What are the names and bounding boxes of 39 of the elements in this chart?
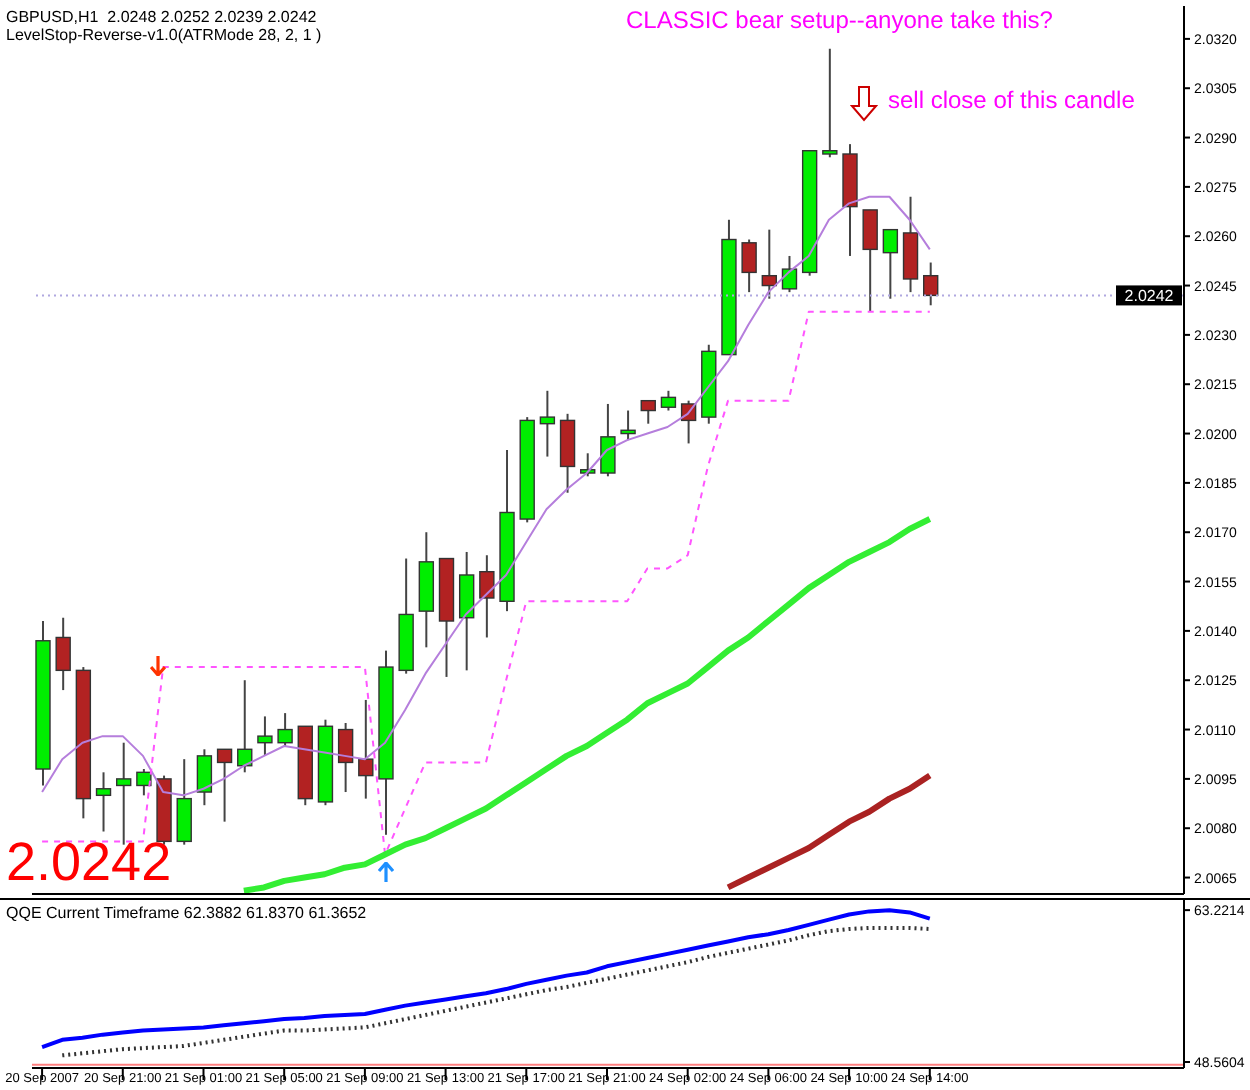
- line-series: [240, 516, 933, 894]
- annotation: sell close of this candle: [888, 86, 1135, 114]
- candlestick: [761, 228, 777, 300]
- text: LevelStop-Reverse-v1.0(ATRMode 28, 2, 1 ): [6, 26, 322, 44]
- candlestick: [479, 554, 495, 639]
- candlestick: [902, 195, 919, 294]
- annotation: CLASSIC bear setup--anyone take this?: [626, 6, 1053, 34]
- candlestick: [781, 254, 798, 294]
- candlestick: [358, 698, 374, 800]
- candlestick: [216, 748, 233, 823]
- candlestick: [640, 399, 656, 425]
- candlestick: [116, 741, 132, 846]
- candlestick: [55, 616, 71, 692]
- candlestick: [923, 261, 939, 307]
- ref-line-label: 2.0242: [1124, 287, 1175, 306]
- candlestick: [882, 228, 899, 300]
- line-series: [60, 925, 932, 1058]
- candlestick: [559, 412, 576, 494]
- candlestick: [741, 238, 757, 294]
- candlestick: [95, 771, 112, 833]
- candlestick: [257, 715, 273, 757]
- candlestick: [136, 768, 152, 797]
- candlestick: [196, 748, 213, 807]
- candlestick: [660, 389, 677, 412]
- annotation: 2.0242: [6, 832, 172, 892]
- chart-title: QQE Current Timeframe 62.3882 61.8370 61.3652: [6, 904, 367, 922]
- candlestick: [277, 712, 293, 747]
- line-series: [725, 772, 933, 891]
- candlestick: [539, 389, 556, 458]
- line-series: [40, 908, 932, 1050]
- candlestick: [580, 452, 596, 478]
- candlestick: [822, 47, 838, 159]
- candlestick: [862, 208, 878, 313]
- candlestick: [600, 402, 616, 478]
- candlestick: [337, 721, 354, 794]
- candlestick: [458, 550, 475, 672]
- candlestick: [176, 758, 192, 846]
- candlestick: [620, 409, 636, 442]
- chart-title: GBPUSD,H1 2.0248 2.0252 2.0239 2.0242: [6, 8, 319, 26]
